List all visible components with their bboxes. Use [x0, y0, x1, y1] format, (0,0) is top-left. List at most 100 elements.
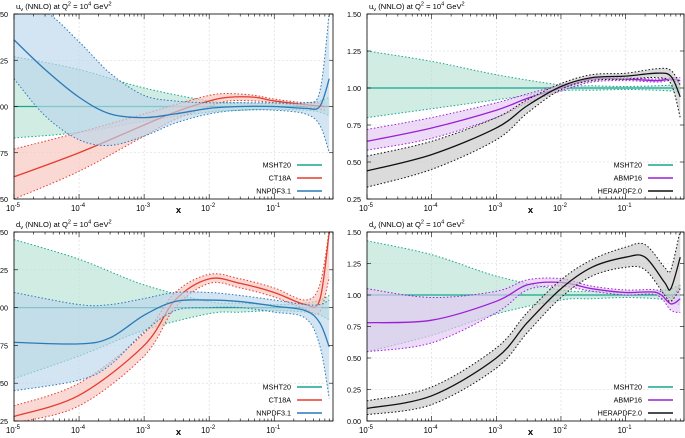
x-tick-mantissa: 10 [488, 426, 497, 435]
legend-label: MSHT20 [263, 383, 291, 392]
title-unit-sup: 2 [109, 2, 112, 8]
band-lower-edge [367, 265, 681, 416]
x-tick-label: 10-2 [553, 203, 568, 213]
x-tick-label: 10-3 [488, 203, 503, 213]
panel-title: dv (NNLO) at Q2 = 104 GeV2 [369, 220, 465, 232]
title-main: d [369, 220, 373, 229]
x-tick-exponent: -5 [15, 203, 21, 209]
x-tick-label: 10-1 [266, 203, 281, 213]
y-tick-label: 1.25 [347, 47, 361, 56]
x-tick-label: 10-5 [359, 203, 374, 213]
legend: MSHT20 CT18A NNPDF3.1 [256, 383, 322, 418]
panel-1: 0.500.751.001.251.5010-510-410-310-210-1… [0, 2, 334, 216]
x-tick-label: 10-3 [488, 425, 503, 435]
x-tick-label: 10-1 [618, 425, 633, 435]
title-main: u [16, 2, 20, 11]
x-tick-mantissa: 10 [6, 204, 15, 213]
band-upper-edge [14, 93, 325, 150]
band-upper-edge [47, 14, 330, 105]
panel-3: 0.250.500.751.001.251.5010-510-410-310-2… [0, 220, 334, 438]
legend-label: MSHT20 [614, 383, 642, 392]
title-eq: = 10 [424, 220, 441, 229]
legend-label: ABMP16 [614, 396, 642, 405]
band-lower-edge [367, 88, 681, 119]
x-tick-label: 10-2 [201, 425, 216, 435]
y-tick-label: 1.50 [347, 10, 361, 19]
title-pow: 4 [88, 2, 91, 8]
title-eq: = 10 [71, 2, 88, 11]
y-tick-label: 0.50 [0, 195, 8, 204]
axes-frame [366, 13, 685, 200]
panel-title: uv (NNLO) at Q2 = 104 GeV2 [16, 2, 112, 14]
series-group [14, 14, 330, 199]
title-rest: (NNLO) at Q [23, 2, 68, 11]
y-tick-label: 0.75 [0, 149, 8, 158]
x-tick-exponent: -1 [275, 203, 281, 209]
x-axis-label: x [176, 205, 182, 216]
x-tick-label: 10-2 [201, 203, 216, 213]
series-group [14, 232, 330, 421]
x-tick-exponent: -1 [275, 425, 281, 431]
y-tick-label: 0.75 [347, 323, 361, 332]
x-axis-label: x [528, 205, 534, 216]
panel-title: uv (NNLO) at Q2 = 104 GeV2 [369, 2, 465, 14]
legend: MSHT20 CT18A NNPDF3.1 [256, 161, 322, 196]
legend: MSHT20 ABMP16 HERAPDF2.0 [598, 383, 673, 418]
x-tick-exponent: -5 [368, 425, 374, 431]
x-tick-label: 10-3 [136, 425, 151, 435]
band-lower-edge [14, 306, 330, 399]
x-tick-label: 10-5 [6, 425, 21, 435]
x-ticks [366, 14, 685, 199]
legend-label: CT18A [269, 396, 292, 405]
band-upper-edge [367, 67, 681, 157]
x-tick-mantissa: 10 [71, 426, 80, 435]
x-tick-exponent: -1 [626, 203, 632, 209]
x-tick-mantissa: 10 [71, 204, 80, 213]
axes-frame [13, 231, 334, 422]
x-tick-mantissa: 10 [359, 426, 368, 435]
title-eq: = 10 [424, 2, 441, 11]
title-q2-sup: 2 [421, 2, 424, 8]
x-tick-mantissa: 10 [201, 426, 210, 435]
title-sub: v [373, 225, 376, 231]
y-tick-label: 1.50 [0, 10, 8, 19]
title-unit: GeV [444, 220, 462, 229]
x-tick-mantissa: 10 [424, 204, 433, 213]
y-tick-label: 1.25 [347, 260, 361, 269]
x-tick-exponent: -4 [80, 425, 86, 431]
x-tick-exponent: -4 [432, 203, 438, 209]
uncertainty-band-msht20 [367, 51, 681, 118]
title-unit-sup: 2 [462, 220, 465, 226]
uncertainty-band-abmp16 [367, 278, 681, 352]
legend-label: NNPDF3.1 [256, 409, 291, 418]
title-unit-sup: 2 [462, 2, 465, 8]
x-tick-mantissa: 10 [201, 204, 210, 213]
x-tick-label: 10-4 [71, 425, 86, 435]
title-pow: 4 [88, 220, 91, 226]
x-tick-exponent: -3 [497, 203, 503, 209]
legend-label: MSHT20 [263, 161, 291, 170]
title-main: u [369, 2, 373, 11]
x-tick-label: 10-4 [71, 203, 86, 213]
x-tick-exponent: -2 [210, 203, 216, 209]
x-tick-exponent: -4 [432, 425, 438, 431]
title-eq: = 10 [71, 220, 88, 229]
y-tick-label: 0.50 [0, 379, 8, 388]
uncertainty-band-nnpdf31 [14, 291, 330, 399]
x-tick-exponent: -5 [368, 203, 374, 209]
x-tick-mantissa: 10 [553, 204, 562, 213]
uncertainty-band-abmp16 [367, 77, 681, 151]
central-line-nnpdf31 [14, 39, 330, 119]
x-tick-exponent: -5 [15, 425, 21, 431]
legend: MSHT20 ABMP16 HERAPDF2.0 [598, 161, 673, 196]
x-tick-exponent: -3 [145, 425, 151, 431]
legend-label: ABMP16 [614, 174, 642, 183]
x-tick-label: 10-1 [618, 203, 633, 213]
x-tick-label: 10-5 [359, 425, 374, 435]
title-unit: GeV [91, 220, 109, 229]
uncertainty-band-nnpdf31 [14, 14, 330, 153]
band-lower-edge [367, 80, 681, 151]
